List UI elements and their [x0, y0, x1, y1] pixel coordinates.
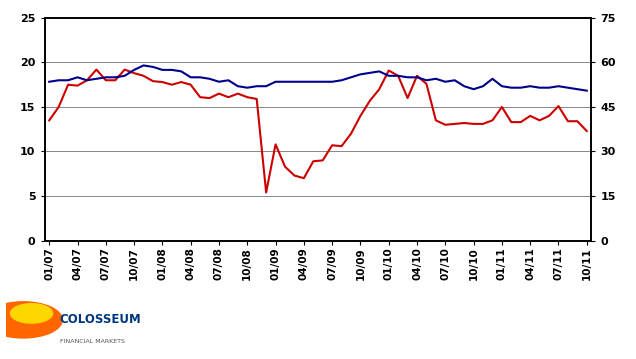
- Text: COLOSSEUM: COLOSSEUM: [60, 313, 141, 326]
- Circle shape: [0, 302, 62, 338]
- Text: FINANCIAL MARKETS: FINANCIAL MARKETS: [60, 339, 125, 344]
- Circle shape: [11, 304, 53, 323]
